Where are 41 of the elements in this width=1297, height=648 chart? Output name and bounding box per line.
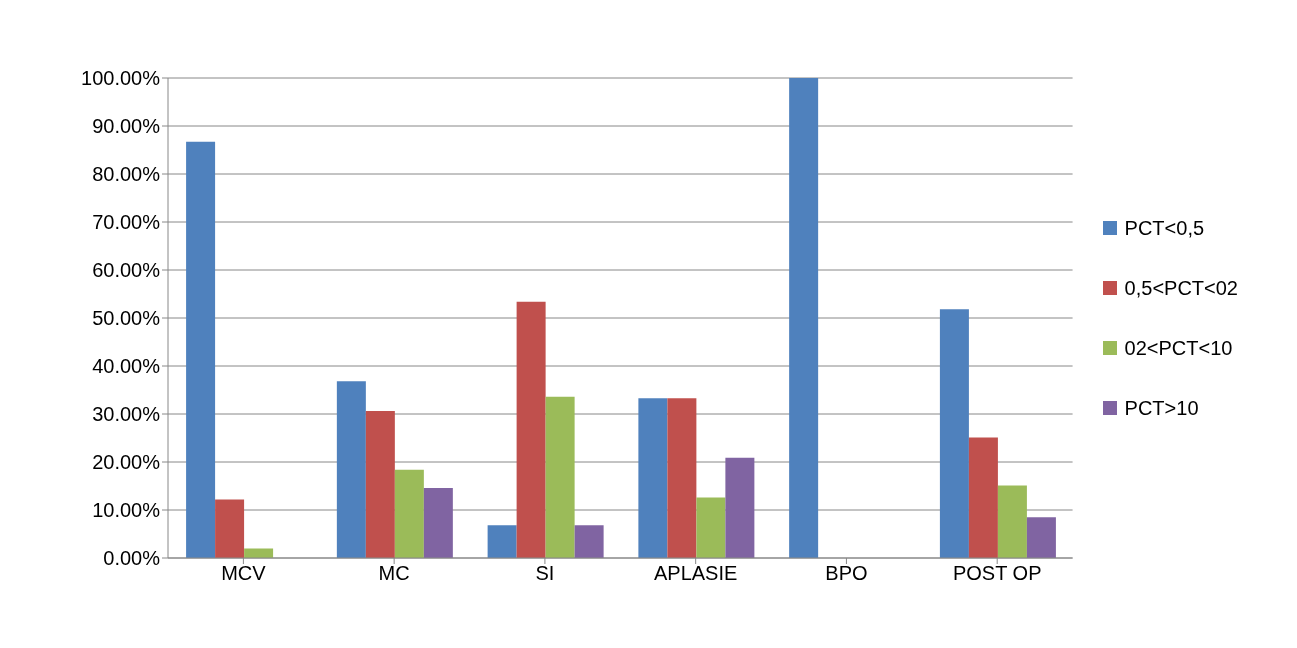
legend-label: 02<PCT<10 [1124,336,1233,361]
bar [244,548,274,558]
legend-label: PCT<0,5 [1124,216,1205,241]
x-tick-label: APLASIE [653,562,738,585]
bar [215,499,245,558]
bar [365,411,395,558]
x-tick-label: BPO [825,562,868,585]
bar [516,301,546,558]
y-tick-label: 0.00% [103,547,161,570]
bar [574,525,604,558]
y-tick-label: 20.00% [92,451,161,474]
x-tick-label: POST OP [952,562,1042,585]
bar [968,437,998,558]
y-tick-label: 30.00% [92,403,161,426]
bar [667,398,697,558]
y-tick-label: 60.00% [92,259,161,282]
bar [638,398,668,558]
x-tick-label: MCV [221,562,267,585]
y-tick-label: 40.00% [92,355,161,378]
bar [186,141,216,558]
y-tick-label: 80.00% [92,163,161,186]
x-tick-label: MC [378,562,410,585]
legend-label: 0,5<PCT<02 [1124,276,1238,301]
y-tick-label: 100.00% [81,67,161,90]
bar [545,396,575,558]
bar [336,381,366,558]
bar [789,78,819,558]
bar [1026,517,1056,558]
bar [939,309,969,558]
legend-label: PCT>10 [1124,396,1199,421]
y-tick-label: 50.00% [92,307,161,330]
bar [487,525,517,558]
x-tick-label: SI [535,562,555,585]
y-tick-label: 10.00% [92,499,161,522]
y-tick-label: 90.00% [92,115,161,138]
bar [394,469,424,558]
bar [725,457,755,558]
bar [423,487,453,558]
y-tick-label: 70.00% [92,211,161,234]
bar [997,485,1027,558]
bar [696,497,726,558]
